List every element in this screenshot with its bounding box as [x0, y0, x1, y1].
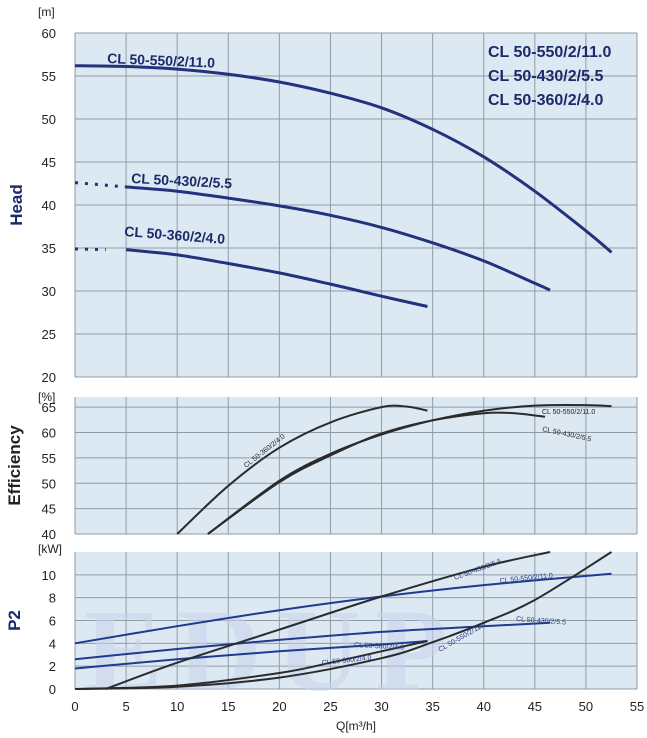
- efficiency-y-tick-label: 40: [42, 527, 56, 542]
- p2-y-tick-label: 10: [42, 568, 56, 583]
- x-tick-label: 30: [374, 699, 388, 714]
- head-y-tick-label: 50: [42, 112, 56, 127]
- p2-y-unit: [kW]: [38, 542, 62, 556]
- x-axis-title: Q[m³/h]: [336, 719, 376, 733]
- p2-curve-label: CL 50-430/2/5.5: [516, 616, 566, 626]
- head-y-tick-label: 25: [42, 327, 56, 342]
- x-tick-label: 50: [579, 699, 593, 714]
- p2-y-axis-title: P2: [5, 610, 24, 631]
- efficiency-curve-3: [207, 403, 612, 535]
- x-tick-label: 35: [425, 699, 439, 714]
- efficiency-panel-background: [75, 397, 637, 534]
- head-y-tick-label: 45: [42, 155, 56, 170]
- x-tick-label: 55: [630, 699, 644, 714]
- head-curve-label: CL 50-430/2/5.5: [131, 170, 233, 191]
- head-curve-1: [74, 64, 613, 254]
- p2-y-tick-label: 0: [49, 682, 56, 697]
- x-tick-label: 45: [528, 699, 542, 714]
- x-tick-label: 40: [476, 699, 490, 714]
- head-curve-label: CL 50-360/2/4.0: [124, 223, 226, 247]
- p2-curve-1: [74, 572, 612, 645]
- x-tick-label: 5: [122, 699, 129, 714]
- legend-item: CL 50-360/2/4.0: [488, 92, 603, 109]
- head-y-unit: [m]: [38, 5, 55, 19]
- x-tick-label: 0: [71, 699, 78, 714]
- efficiency-y-tick-label: 65: [42, 400, 56, 415]
- x-tick-label: 25: [323, 699, 337, 714]
- head-y-tick-label: 35: [42, 241, 56, 256]
- p2-y-tick-label: 6: [49, 614, 56, 629]
- head-curve-3: [125, 248, 428, 308]
- x-tick-label: 15: [221, 699, 235, 714]
- p2-curve-2: [74, 621, 551, 661]
- head-curve-label: CL 50-550/2/11.0: [107, 50, 216, 71]
- p2-y-tick-label: 8: [49, 591, 56, 606]
- efficiency-y-tick-label: 45: [42, 502, 56, 517]
- x-tick-label: 10: [170, 699, 184, 714]
- p2-curve-3: [74, 640, 428, 670]
- efficiency-curve-1: [176, 404, 428, 535]
- head-y-tick-label: 55: [42, 69, 56, 84]
- legend-item: CL 50-550/2/11.0: [488, 44, 611, 61]
- efficiency-y-axis-title: Efficiency: [5, 425, 24, 506]
- head-y-tick-label: 30: [42, 284, 56, 299]
- efficiency-curve-label: CL 50-550/2/11.0: [542, 409, 595, 416]
- head-y-tick-label: 60: [42, 26, 56, 41]
- p2-curve-6: [74, 640, 428, 690]
- legend-item: CL 50-430/2/5.5: [488, 68, 603, 85]
- head-curve-dotted-2: [74, 181, 127, 189]
- p2-curve-5: [74, 551, 613, 690]
- efficiency-y-tick-label: 60: [42, 426, 56, 441]
- head-y-axis-title: Head: [7, 184, 26, 226]
- head-y-tick-label: 20: [42, 370, 56, 385]
- p2-y-tick-label: 4: [49, 636, 56, 651]
- watermark-text: EDUP: [84, 585, 461, 716]
- efficiency-y-tick-label: 50: [42, 476, 56, 491]
- efficiency-y-unit: [%]: [38, 390, 55, 404]
- x-tick-label: 20: [272, 699, 286, 714]
- head-curve-2: [125, 185, 551, 292]
- p2-curve-4: [105, 551, 551, 690]
- head-y-tick-label: 40: [42, 198, 56, 213]
- p2-curve-label: CL 50-360/2/4.0: [354, 642, 404, 652]
- p2-y-tick-label: 2: [49, 659, 56, 674]
- efficiency-y-tick-label: 55: [42, 451, 56, 466]
